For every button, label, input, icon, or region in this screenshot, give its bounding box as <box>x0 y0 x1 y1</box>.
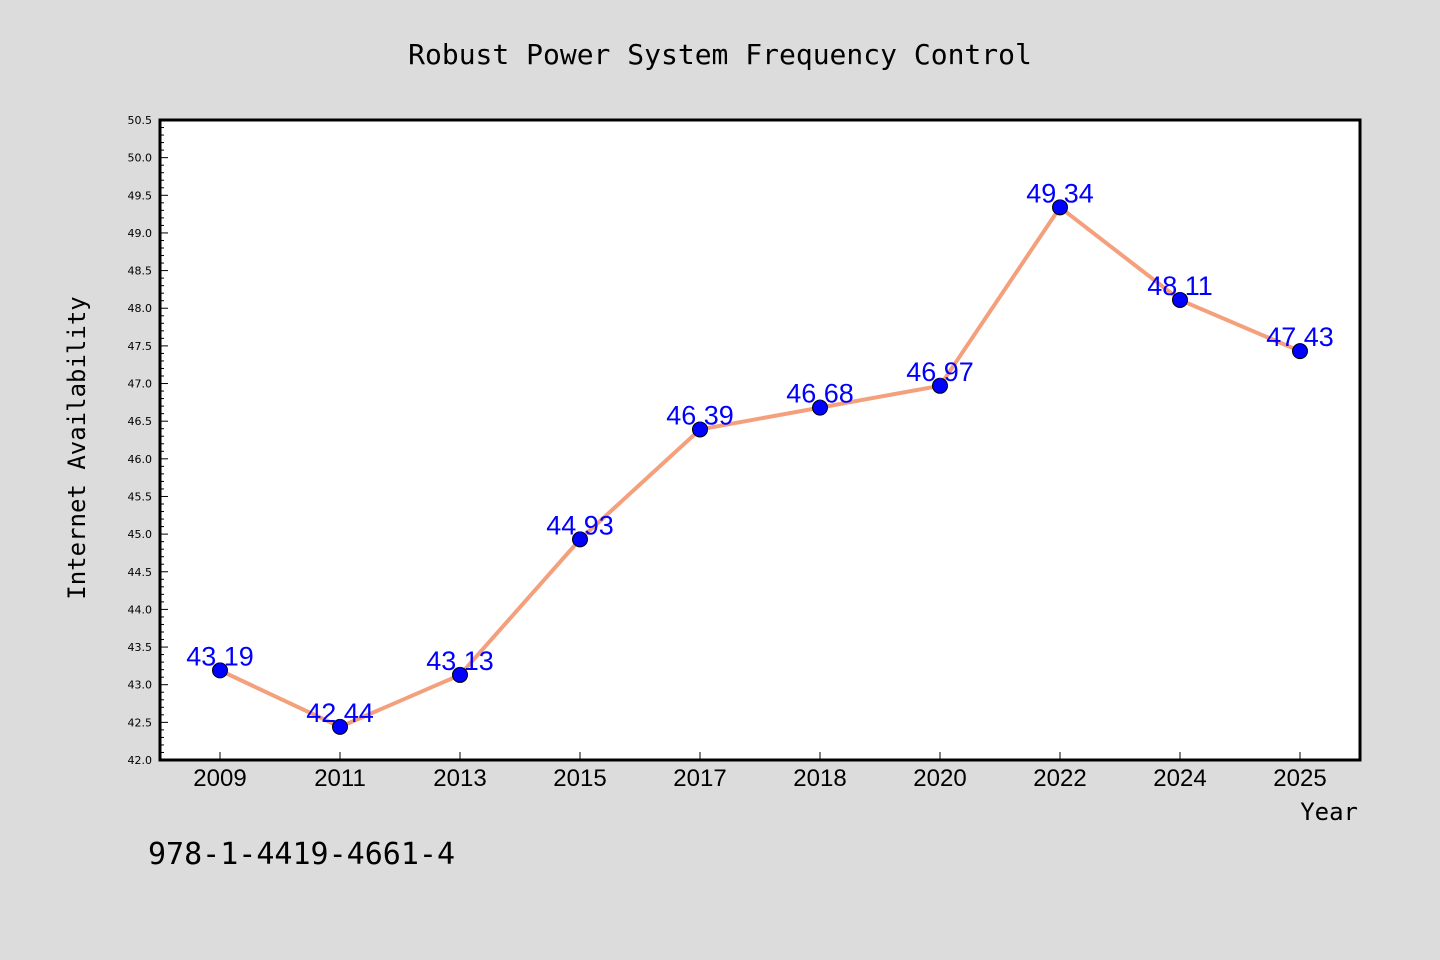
x-tick-label: 2013 <box>433 765 486 792</box>
x-tick-label: 2025 <box>1273 765 1326 792</box>
data-point <box>572 531 588 548</box>
y-tick-label: 47.5 <box>128 340 153 353</box>
y-axis-label: Internet Availability <box>63 296 91 599</box>
data-labels: 43.19 42.44 43.13 44.93 46.39 46.68 46.97 49.34… <box>186 178 1334 728</box>
data-label: 46.39 <box>666 400 734 430</box>
x-tick-label: 2015 <box>553 765 606 792</box>
data-label: 43.19 <box>186 641 254 671</box>
data-label: 44.93 <box>546 510 614 540</box>
data-label: 42.44 <box>306 698 374 728</box>
data-label: 49.34 <box>1026 178 1094 208</box>
x-axis-label: Year <box>1300 798 1358 826</box>
y-tick-label: 47.0 <box>128 378 153 391</box>
isbn-annotation: 978-1-4419-4661-4 <box>148 837 455 872</box>
x-tick-label: 2011 <box>314 765 366 792</box>
data-point <box>452 666 468 683</box>
y-tick-label: 46.5 <box>128 415 153 428</box>
chart-title: Robust Power System Frequency Control <box>408 38 1032 71</box>
x-tick-label: 2020 <box>913 765 966 792</box>
y-tick-label: 49.5 <box>128 189 153 202</box>
data-point <box>932 377 948 394</box>
x-tick-label: 2022 <box>1033 765 1086 792</box>
x-tick-label: 2009 <box>193 765 246 792</box>
x-tick-label: 2018 <box>793 765 846 792</box>
data-label: 46.68 <box>786 379 854 409</box>
y-tick-label: 43.0 <box>128 679 153 692</box>
data-point <box>332 718 348 735</box>
x-axis-tick-labels: 2009 2011 2013 2015 2017 2018 2020 2022 2024 2025 <box>193 765 1326 792</box>
y-tick-label: 43.5 <box>128 641 153 654</box>
series-line <box>219 205 1301 729</box>
y-tick-label: 50.0 <box>128 152 153 165</box>
data-label: 43.13 <box>426 646 494 676</box>
y-tick-label: 49.0 <box>128 227 153 240</box>
data-label: 48.11 <box>1147 271 1213 301</box>
y-tick-label: 42.0 <box>128 754 153 767</box>
data-point <box>812 399 828 416</box>
y-tick-label: 44.0 <box>128 603 153 616</box>
data-point <box>1052 199 1068 216</box>
plot-area <box>160 120 1360 760</box>
data-point <box>1292 343 1308 360</box>
y-tick-label: 44.5 <box>128 566 153 579</box>
series-markers <box>212 199 1308 735</box>
y-tick-label: 50.5 <box>128 114 153 127</box>
data-point <box>692 421 708 438</box>
y-axis-tick-labels: 42.0 42.5 43.0 43.5 44.0 44.5 45.0 45.5 46.0 46.5… <box>128 114 153 767</box>
data-label: 47.43 <box>1266 322 1334 352</box>
y-tick-label: 45.0 <box>128 528 153 541</box>
y-tick-label: 48.0 <box>128 302 153 315</box>
plot-frame <box>158 118 1362 762</box>
y-tick-label: 46.0 <box>128 453 153 466</box>
y-tick-label: 45.5 <box>128 490 153 503</box>
data-point <box>1172 291 1188 308</box>
data-point <box>212 662 228 679</box>
data-label: 46.97 <box>906 357 974 387</box>
x-tick-label: 2024 <box>1153 765 1206 792</box>
y-tick-label: 48.5 <box>128 265 153 278</box>
x-tick-label: 2017 <box>673 765 726 792</box>
y-tick-label: 42.5 <box>128 716 153 729</box>
